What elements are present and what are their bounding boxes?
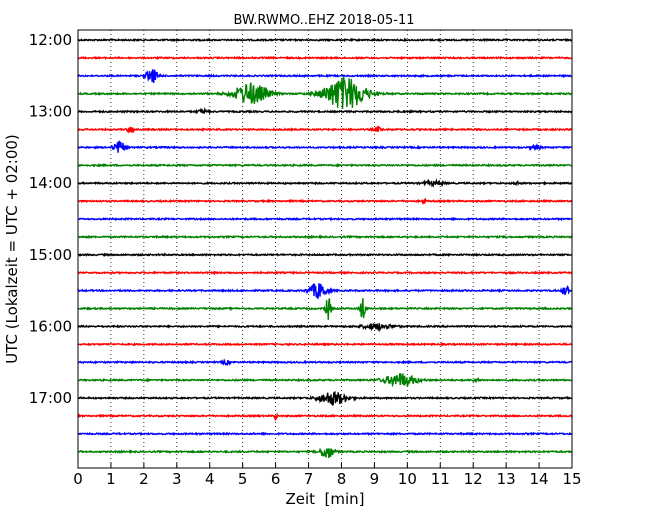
- x-tick-label: 7: [304, 470, 314, 488]
- x-tick-label: 4: [205, 470, 215, 488]
- chart-title: BW.RWMO..EHZ 2018-05-11: [233, 13, 414, 28]
- seismic-trace-1715: [77, 412, 573, 422]
- x-axis-ticks: 0 1 2 3 4 5 6 7 8 9 10 11 12 13 14 15: [73, 463, 582, 488]
- seismic-trace-1415: [77, 197, 573, 205]
- seismic-trace-1200: [77, 37, 573, 43]
- x-axis-label: Zeit [min]: [285, 490, 364, 508]
- x-tick-label: 8: [337, 470, 347, 488]
- y-axis-label: UTC (Lokalzeit = UTC + 02:00): [3, 134, 21, 364]
- seismic-trace-1730: [77, 431, 573, 437]
- x-tick-label: 5: [238, 470, 248, 488]
- x-tick-label: 9: [370, 470, 380, 488]
- seismic-traces: [77, 37, 573, 459]
- seismic-trace-1615: [77, 341, 573, 347]
- seismic-trace-1330: [77, 140, 573, 153]
- y-tick-label: 16:00: [29, 317, 72, 335]
- seismic-trace-1515: [77, 270, 573, 276]
- x-tick-label: 15: [562, 470, 581, 488]
- x-tick-label: 6: [271, 470, 281, 488]
- x-tick-label: 11: [431, 470, 450, 488]
- x-tick-label: 13: [497, 470, 516, 488]
- seismic-trace-1530: [77, 282, 573, 300]
- x-tick-label: 12: [464, 470, 483, 488]
- seismic-trace-1345: [77, 162, 573, 168]
- y-tick-label: 14:00: [29, 174, 72, 192]
- seismic-trace-1745: [77, 447, 573, 459]
- seismic-trace-1445: [77, 234, 573, 240]
- y-tick-label: 15:00: [29, 246, 72, 264]
- seismic-trace-1430: [77, 216, 573, 222]
- seismic-trace-1600: [77, 323, 573, 333]
- x-tick-label: 0: [73, 470, 83, 488]
- seismic-trace-1230: [77, 69, 573, 84]
- x-tick-label: 2: [139, 470, 149, 488]
- seismic-trace-1630: [77, 358, 573, 367]
- seismic-trace-1645: [77, 373, 573, 388]
- seismic-trace-1315: [77, 125, 573, 134]
- y-axis-ticks: 12:00 13:00 14:00 15:00 16:00 17:00: [29, 31, 83, 407]
- x-tick-label: 1: [106, 470, 116, 488]
- y-tick-label: 12:00: [29, 31, 72, 49]
- x-tick-label: 3: [172, 470, 182, 488]
- seismic-trace-1245: [77, 76, 573, 109]
- y-tick-label: 13:00: [29, 103, 72, 121]
- seismic-trace-1700: [77, 391, 573, 406]
- y-tick-label: 17:00: [29, 389, 72, 407]
- seismic-trace-1300: [77, 107, 573, 115]
- seismic-trace-1545: [77, 298, 573, 320]
- x-tick-label: 14: [530, 470, 549, 488]
- seismic-trace-1215: [77, 55, 573, 61]
- seismic-trace-1500: [77, 252, 573, 258]
- seismic-trace-1400: [77, 178, 573, 188]
- x-tick-label: 10: [398, 470, 417, 488]
- plot-frame: [77, 29, 573, 469]
